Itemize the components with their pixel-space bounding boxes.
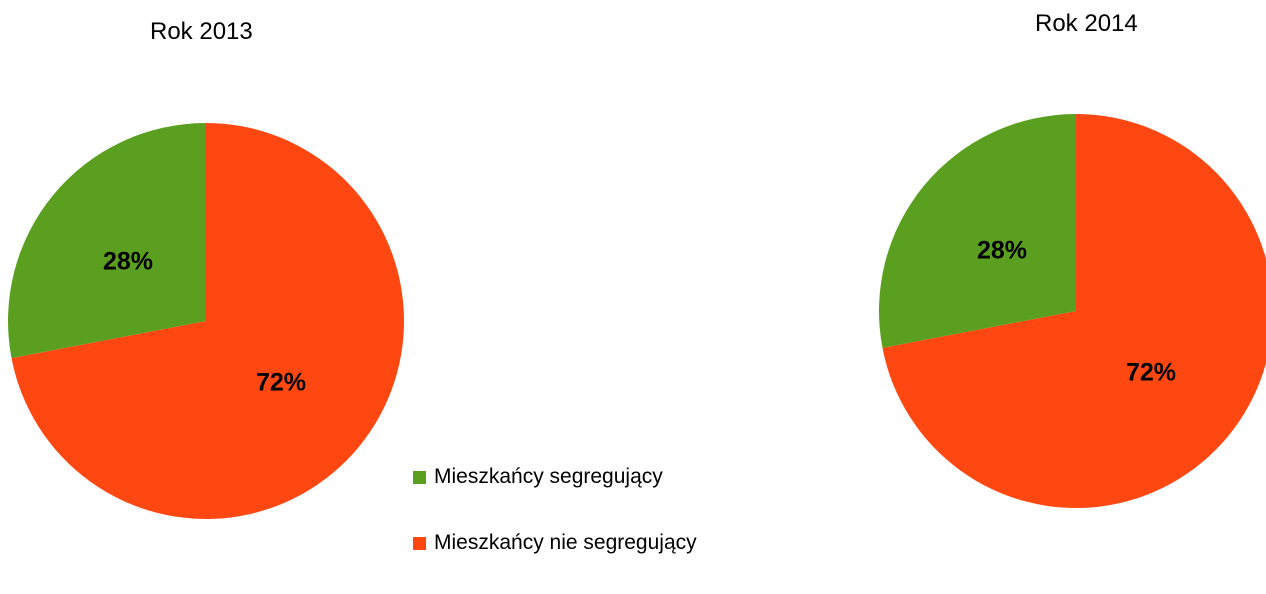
slice-label-nie-segregujacy-2014: 72% [1126,359,1176,387]
chart-title-2014: Rok 2014 [1035,10,1138,37]
pie-charts: 28% 72% 28% 72% [8,114,1266,519]
pie-slice-segregujacy-2013 [8,123,206,359]
slice-label-segregujacy-2014: 28% [977,237,1027,265]
legend-swatch-nie-segregujacy [413,536,426,550]
chart-title-2013: Rok 2013 [150,18,253,45]
legend-item-nie-segregujacy: Mieszkańcy nie segregujący [413,528,697,558]
pie-slice-nie-segregujacy-2013 [11,123,405,519]
slice-label-nie-segregujacy-2013: 72% [256,369,306,397]
legend-label-nie-segregujacy: Mieszkańcy nie segregujący [434,531,697,554]
legend-swatch-segregujacy [413,470,426,484]
legend-item-segregujacy: Mieszkańcy segregujący [413,462,697,492]
slice-label-segregujacy-2013: 28% [103,248,153,276]
pie-slice-nie-segregujacy-2014 [882,114,1266,508]
legend-label-segregujacy: Mieszkańcy segregujący [434,465,663,488]
legend: Mieszkańcy segregujący Mieszkańcy nie se… [413,462,697,594]
pie-slice-segregujacy-2014 [879,114,1076,348]
